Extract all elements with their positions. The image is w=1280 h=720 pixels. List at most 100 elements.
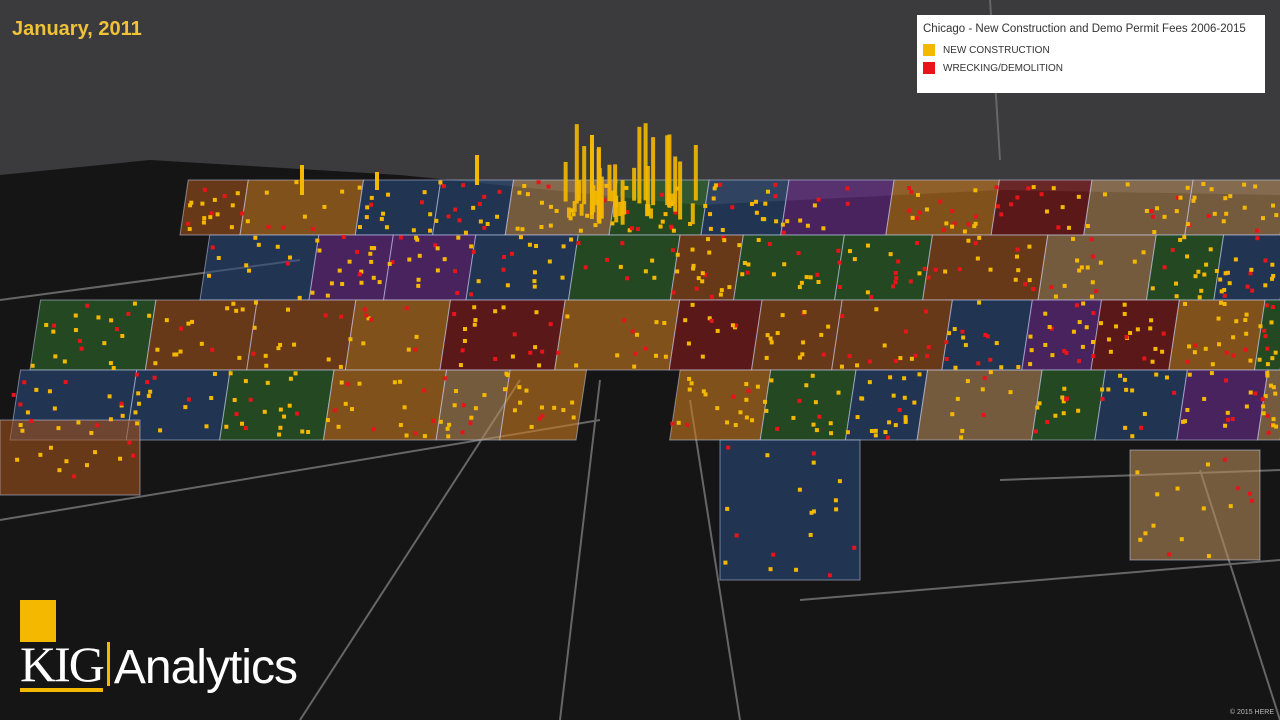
neighborhood <box>1129 449 1261 561</box>
permit-dot <box>791 415 796 420</box>
permit-dot <box>133 410 138 415</box>
permit-dot <box>673 210 678 215</box>
permit-dot <box>1254 228 1259 233</box>
permit-dot <box>201 220 206 225</box>
permit-dot <box>288 376 293 381</box>
permit-dot <box>652 275 657 280</box>
permit-dot <box>153 361 158 366</box>
permit-dot <box>265 380 270 385</box>
permit-dot <box>966 238 971 243</box>
permit-dot <box>873 433 878 438</box>
permit-dot <box>718 182 723 187</box>
permit-dot <box>1245 284 1250 289</box>
permit-dot <box>1265 362 1270 367</box>
permit-dot <box>547 259 552 264</box>
permit-dot <box>127 440 132 445</box>
permit-dot <box>715 328 720 333</box>
neighborhood <box>246 299 357 371</box>
permit-dot <box>1219 289 1224 294</box>
permit-dot <box>1273 350 1278 355</box>
permit-dot <box>869 429 874 434</box>
permit-dot <box>1201 506 1206 511</box>
permit-dot <box>1090 254 1095 259</box>
neighborhood <box>669 369 772 441</box>
permit-dot <box>455 290 460 295</box>
permit-dot <box>1261 411 1266 416</box>
permit-dot <box>1064 350 1069 355</box>
permit-dot <box>765 333 770 338</box>
permit-dot <box>845 430 850 435</box>
permit-dot <box>1186 222 1191 227</box>
permit-dot <box>1223 196 1228 201</box>
permit-dot <box>357 272 362 277</box>
neighborhood <box>831 299 953 371</box>
permit-dot <box>906 186 911 191</box>
permit-dot <box>1026 186 1031 191</box>
neighborhood <box>382 234 477 301</box>
permit-dot <box>253 235 258 240</box>
permit-dot <box>419 200 424 205</box>
permit-dot <box>1061 399 1066 404</box>
permit-dot <box>734 533 739 538</box>
permit-dot <box>1176 195 1181 200</box>
permit-dot <box>894 358 899 363</box>
permit-dot <box>310 227 315 232</box>
permit-dot <box>1270 356 1275 361</box>
permit-dot <box>1161 331 1166 336</box>
neighborhood <box>1184 179 1280 236</box>
permit-dot <box>158 428 163 433</box>
permit-dot <box>434 218 439 223</box>
permit-dot <box>1202 272 1207 277</box>
permit-dot <box>1062 386 1067 391</box>
permit-dot <box>398 379 403 384</box>
permit-dot <box>1250 498 1255 503</box>
permit-dot <box>959 435 964 440</box>
permit-dot <box>1199 288 1204 293</box>
permit-dot <box>1223 423 1228 428</box>
permit-dot <box>63 380 68 385</box>
permit-dot <box>525 192 530 197</box>
permit-dot <box>797 355 802 360</box>
permit-dot <box>1014 254 1019 259</box>
permit-dot <box>472 322 477 327</box>
permit-dot <box>310 290 315 295</box>
permit-dot <box>1122 377 1127 382</box>
permit-dot <box>893 423 898 428</box>
permit-dot <box>746 262 751 267</box>
permit-spike <box>667 134 672 208</box>
permit-dot <box>215 212 220 217</box>
permit-dot <box>775 331 780 336</box>
permit-dot <box>1271 273 1276 278</box>
permit-dot <box>893 280 898 285</box>
permit-dot <box>174 352 179 357</box>
permit-dot <box>829 431 834 436</box>
permit-dot <box>369 317 374 322</box>
permit-dot <box>135 421 140 426</box>
permit-dot <box>237 355 242 360</box>
permit-dot <box>338 364 343 369</box>
permit-dot <box>534 243 539 248</box>
permit-dot <box>963 343 968 348</box>
permit-dot <box>30 363 35 368</box>
permit-dot <box>232 397 237 402</box>
permit-dot <box>720 235 725 240</box>
permit-dot <box>1142 356 1147 361</box>
permit-dot <box>700 279 705 284</box>
permit-dot <box>445 426 450 431</box>
permit-dot <box>730 205 735 210</box>
permit-dot <box>713 183 718 188</box>
permit-dot <box>1206 554 1211 559</box>
permit-dot <box>707 250 712 255</box>
permit-dot <box>18 423 23 428</box>
permit-dot <box>1051 186 1056 191</box>
permit-dot <box>865 290 870 295</box>
permit-dot <box>1061 411 1066 416</box>
permit-dot <box>72 474 77 479</box>
permit-dot <box>915 192 920 197</box>
permit-dot <box>840 314 845 319</box>
permit-dot <box>210 347 215 352</box>
permit-dot <box>768 567 773 572</box>
permit-dot <box>754 199 759 204</box>
permit-dot <box>773 194 778 199</box>
permit-dot <box>131 453 136 458</box>
